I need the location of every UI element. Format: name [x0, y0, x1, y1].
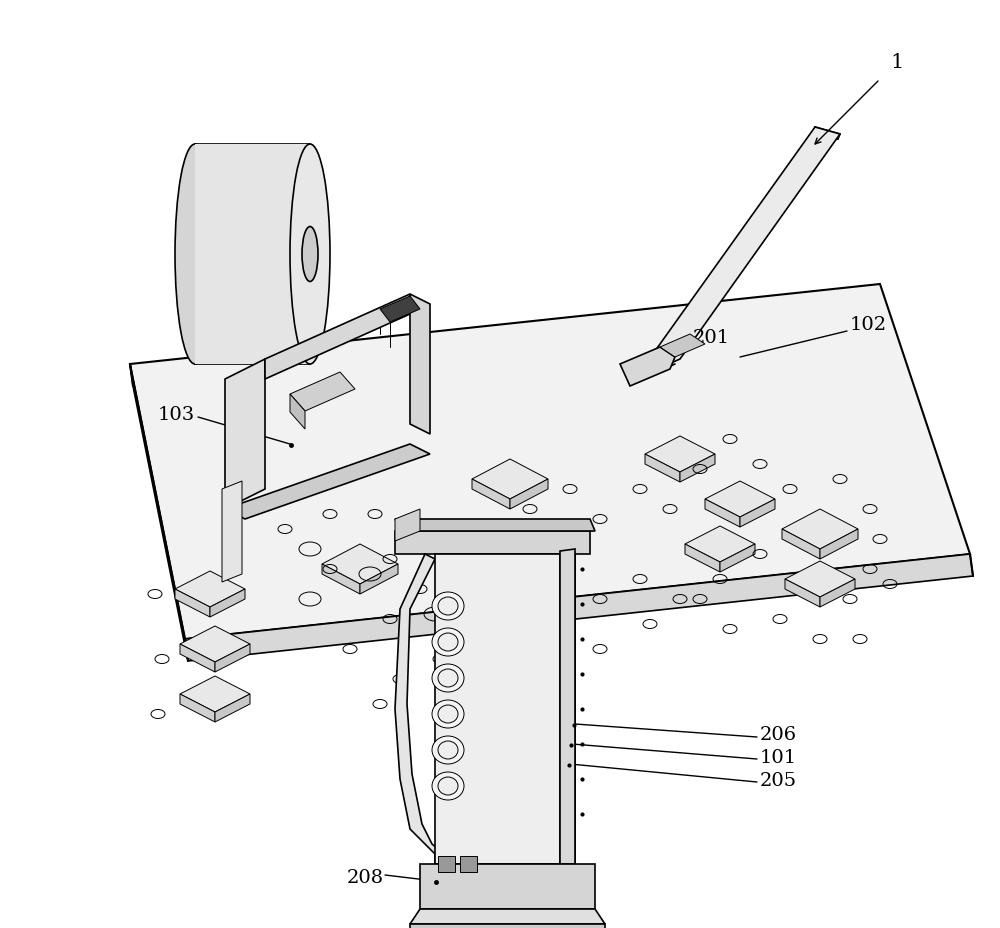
Ellipse shape: [175, 145, 215, 365]
Polygon shape: [215, 644, 250, 672]
Polygon shape: [185, 554, 973, 662]
Polygon shape: [410, 924, 605, 928]
Polygon shape: [420, 864, 595, 909]
Polygon shape: [645, 455, 680, 483]
Polygon shape: [215, 694, 250, 722]
Ellipse shape: [290, 145, 330, 365]
Text: 102: 102: [850, 316, 887, 334]
Polygon shape: [660, 335, 705, 357]
Polygon shape: [410, 909, 605, 924]
Text: 205: 205: [760, 771, 797, 789]
Text: 1: 1: [890, 53, 904, 71]
Polygon shape: [395, 520, 595, 532]
Ellipse shape: [438, 777, 458, 795]
Polygon shape: [435, 554, 560, 864]
Ellipse shape: [302, 227, 318, 282]
Polygon shape: [322, 564, 360, 594]
Polygon shape: [265, 295, 410, 380]
Ellipse shape: [432, 664, 464, 692]
Polygon shape: [225, 445, 430, 520]
Polygon shape: [560, 549, 575, 864]
Polygon shape: [180, 677, 250, 712]
Text: 201: 201: [693, 329, 730, 347]
Polygon shape: [635, 128, 840, 380]
Ellipse shape: [438, 633, 458, 651]
Polygon shape: [720, 545, 755, 573]
Polygon shape: [290, 373, 355, 411]
Polygon shape: [460, 856, 477, 872]
Polygon shape: [225, 360, 265, 509]
Ellipse shape: [432, 701, 464, 728]
Text: 103: 103: [158, 406, 195, 423]
Ellipse shape: [432, 736, 464, 764]
Ellipse shape: [438, 669, 458, 688]
Ellipse shape: [438, 705, 458, 723]
Ellipse shape: [432, 772, 464, 800]
Polygon shape: [510, 480, 548, 509]
Polygon shape: [680, 455, 715, 483]
Polygon shape: [360, 564, 398, 594]
Polygon shape: [472, 480, 510, 509]
Polygon shape: [395, 554, 460, 864]
Polygon shape: [685, 545, 720, 573]
Polygon shape: [785, 579, 820, 607]
Polygon shape: [820, 579, 855, 607]
Text: 208: 208: [346, 868, 384, 886]
Text: 101: 101: [760, 748, 797, 767]
Polygon shape: [175, 572, 245, 607]
Polygon shape: [410, 295, 430, 434]
Ellipse shape: [432, 592, 464, 620]
Polygon shape: [180, 626, 250, 663]
Polygon shape: [130, 365, 188, 662]
Ellipse shape: [438, 598, 458, 615]
Ellipse shape: [438, 741, 458, 759]
Polygon shape: [210, 589, 245, 617]
Polygon shape: [740, 499, 775, 527]
Polygon shape: [705, 482, 775, 518]
Polygon shape: [645, 436, 715, 472]
Polygon shape: [290, 394, 305, 430]
Polygon shape: [322, 545, 398, 585]
Polygon shape: [820, 530, 858, 560]
Polygon shape: [130, 285, 970, 639]
Polygon shape: [438, 856, 455, 872]
Polygon shape: [180, 694, 215, 722]
Polygon shape: [175, 589, 210, 617]
Polygon shape: [782, 509, 858, 549]
Polygon shape: [472, 459, 548, 499]
Polygon shape: [222, 482, 242, 583]
Polygon shape: [785, 561, 855, 598]
Polygon shape: [195, 145, 310, 365]
Ellipse shape: [432, 628, 464, 656]
Polygon shape: [685, 526, 755, 562]
Polygon shape: [782, 530, 820, 560]
Polygon shape: [705, 499, 740, 527]
Polygon shape: [395, 532, 590, 554]
Polygon shape: [180, 644, 215, 672]
Polygon shape: [380, 297, 420, 323]
Polygon shape: [620, 348, 675, 387]
Polygon shape: [395, 509, 420, 541]
Text: 206: 206: [760, 725, 797, 743]
